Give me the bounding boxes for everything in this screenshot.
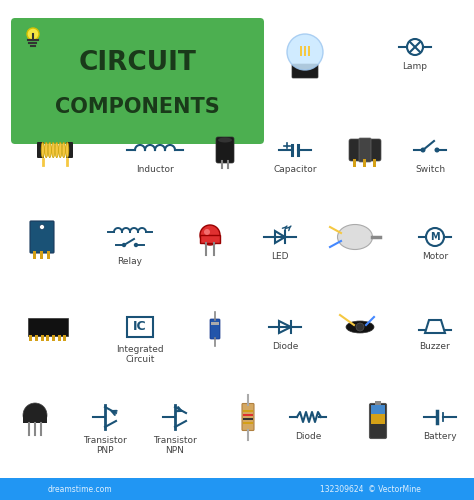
Text: COMPONENTS: COMPONENTS [55, 97, 220, 117]
Ellipse shape [48, 142, 51, 158]
Text: M: M [430, 232, 440, 242]
FancyBboxPatch shape [359, 138, 371, 162]
Text: dreamstime.com: dreamstime.com [48, 484, 112, 494]
Text: Inductor: Inductor [136, 165, 174, 174]
Circle shape [200, 225, 220, 245]
Bar [52, 335, 55, 341]
Circle shape [421, 148, 425, 152]
Bar [374, 159, 376, 167]
Bar [243, 418, 253, 420]
Circle shape [135, 244, 137, 246]
FancyBboxPatch shape [66, 142, 73, 158]
Ellipse shape [346, 321, 374, 333]
FancyBboxPatch shape [370, 404, 386, 438]
FancyBboxPatch shape [216, 137, 234, 163]
Text: Lamp: Lamp [402, 62, 428, 71]
Bar [58, 335, 61, 341]
FancyBboxPatch shape [11, 18, 264, 144]
Text: Battery: Battery [423, 432, 457, 441]
Text: IC: IC [133, 320, 147, 334]
Bar [35, 335, 38, 341]
FancyBboxPatch shape [37, 142, 44, 158]
FancyBboxPatch shape [242, 404, 254, 430]
Circle shape [287, 34, 323, 70]
Circle shape [23, 403, 47, 427]
Ellipse shape [55, 142, 58, 158]
FancyBboxPatch shape [30, 221, 54, 253]
Ellipse shape [59, 142, 62, 158]
Text: CIRCUIT: CIRCUIT [79, 50, 196, 76]
Ellipse shape [62, 142, 65, 158]
Circle shape [122, 244, 126, 246]
Bar [47, 251, 51, 259]
Text: Diode: Diode [272, 342, 298, 351]
Bar [354, 159, 356, 167]
Ellipse shape [41, 142, 45, 158]
FancyBboxPatch shape [210, 319, 220, 339]
Bar [0, 478, 474, 500]
Bar [211, 322, 219, 325]
Bar [41, 335, 44, 341]
Bar [364, 159, 366, 167]
FancyBboxPatch shape [292, 64, 318, 78]
Bar [46, 335, 49, 341]
Text: Switch: Switch [415, 165, 445, 174]
FancyBboxPatch shape [28, 318, 68, 336]
Ellipse shape [52, 142, 55, 158]
Bar [23, 423, 47, 429]
Text: Integrated
Circuit: Integrated Circuit [116, 345, 164, 364]
Text: Capacitor: Capacitor [273, 165, 317, 174]
Bar [34, 251, 36, 259]
Circle shape [435, 148, 439, 152]
Text: LED: LED [271, 252, 289, 261]
Bar [64, 335, 66, 341]
Bar [243, 414, 253, 416]
Circle shape [204, 229, 210, 235]
Bar [371, 405, 385, 414]
Text: Motor: Motor [422, 252, 448, 261]
Text: Transistor
NPN: Transistor NPN [153, 436, 197, 456]
Bar [375, 401, 381, 405]
Circle shape [27, 28, 39, 40]
Ellipse shape [337, 224, 373, 250]
Circle shape [39, 224, 45, 230]
Bar [200, 235, 220, 243]
Text: Diode: Diode [295, 432, 321, 441]
Text: Relay: Relay [118, 257, 143, 266]
FancyBboxPatch shape [349, 139, 381, 161]
Text: Buzzer: Buzzer [419, 342, 450, 351]
Bar [40, 251, 44, 259]
Bar [300, 46, 302, 56]
Ellipse shape [66, 142, 69, 158]
Bar [304, 46, 306, 56]
Ellipse shape [45, 142, 48, 158]
Text: 132309624  © VectorMine: 132309624 © VectorMine [319, 484, 420, 494]
Bar [243, 410, 253, 412]
Bar [23, 415, 47, 423]
Bar [308, 46, 310, 56]
Circle shape [356, 323, 364, 331]
Bar [371, 414, 385, 424]
Text: Transistor
PNP: Transistor PNP [83, 436, 127, 456]
Ellipse shape [218, 138, 232, 142]
Bar [243, 422, 253, 424]
Bar [29, 335, 33, 341]
